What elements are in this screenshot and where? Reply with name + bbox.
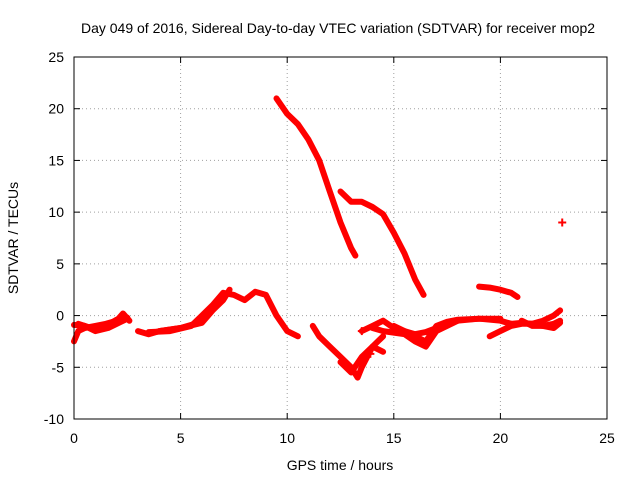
y-tick-label: -5 bbox=[52, 359, 65, 375]
x-tick-label: 20 bbox=[493, 430, 509, 446]
plot-frame bbox=[73, 56, 608, 420]
y-tick-label: 5 bbox=[56, 256, 64, 272]
series-track-j bbox=[337, 343, 387, 376]
y-tick-label: -10 bbox=[44, 411, 64, 427]
plus-marker bbox=[357, 327, 366, 336]
grid-lines bbox=[74, 57, 607, 419]
plus-marker bbox=[558, 218, 567, 227]
series-track-n bbox=[476, 283, 521, 300]
x-axis-label: GPS time / hours bbox=[287, 457, 394, 473]
y-axis-label: SDTVAR / TECUs bbox=[5, 182, 21, 294]
x-tick-label: 10 bbox=[279, 430, 295, 446]
y-tick-label: 15 bbox=[48, 152, 64, 168]
series-track-m bbox=[390, 317, 461, 338]
x-tick-label: 15 bbox=[386, 430, 402, 446]
series-track-f bbox=[156, 286, 233, 335]
plus-marker bbox=[366, 349, 375, 358]
y-tick-label: 10 bbox=[48, 204, 64, 220]
x-tick-label: 25 bbox=[599, 430, 615, 446]
y-tick-label: 20 bbox=[48, 101, 64, 117]
x-tick-label: 0 bbox=[70, 430, 78, 446]
x-tick-labels: 0 5 10 15 20 25 bbox=[70, 430, 615, 446]
y-tick-labels: -10 -5 0 5 10 15 20 25 bbox=[44, 49, 64, 427]
y-tick-label: 0 bbox=[56, 308, 64, 324]
x-tick-label: 5 bbox=[177, 430, 185, 446]
series-track-q bbox=[518, 317, 564, 329]
chart-title: Day 049 of 2016, Sidereal Day-to-day VTE… bbox=[81, 20, 595, 36]
series-track-c bbox=[71, 315, 131, 335]
series-track-h bbox=[337, 188, 427, 298]
y-tick-label: 25 bbox=[48, 49, 64, 65]
data-points bbox=[357, 218, 567, 358]
data-series bbox=[71, 95, 564, 381]
series-track-l bbox=[369, 315, 504, 350]
series-track-g bbox=[273, 95, 359, 259]
